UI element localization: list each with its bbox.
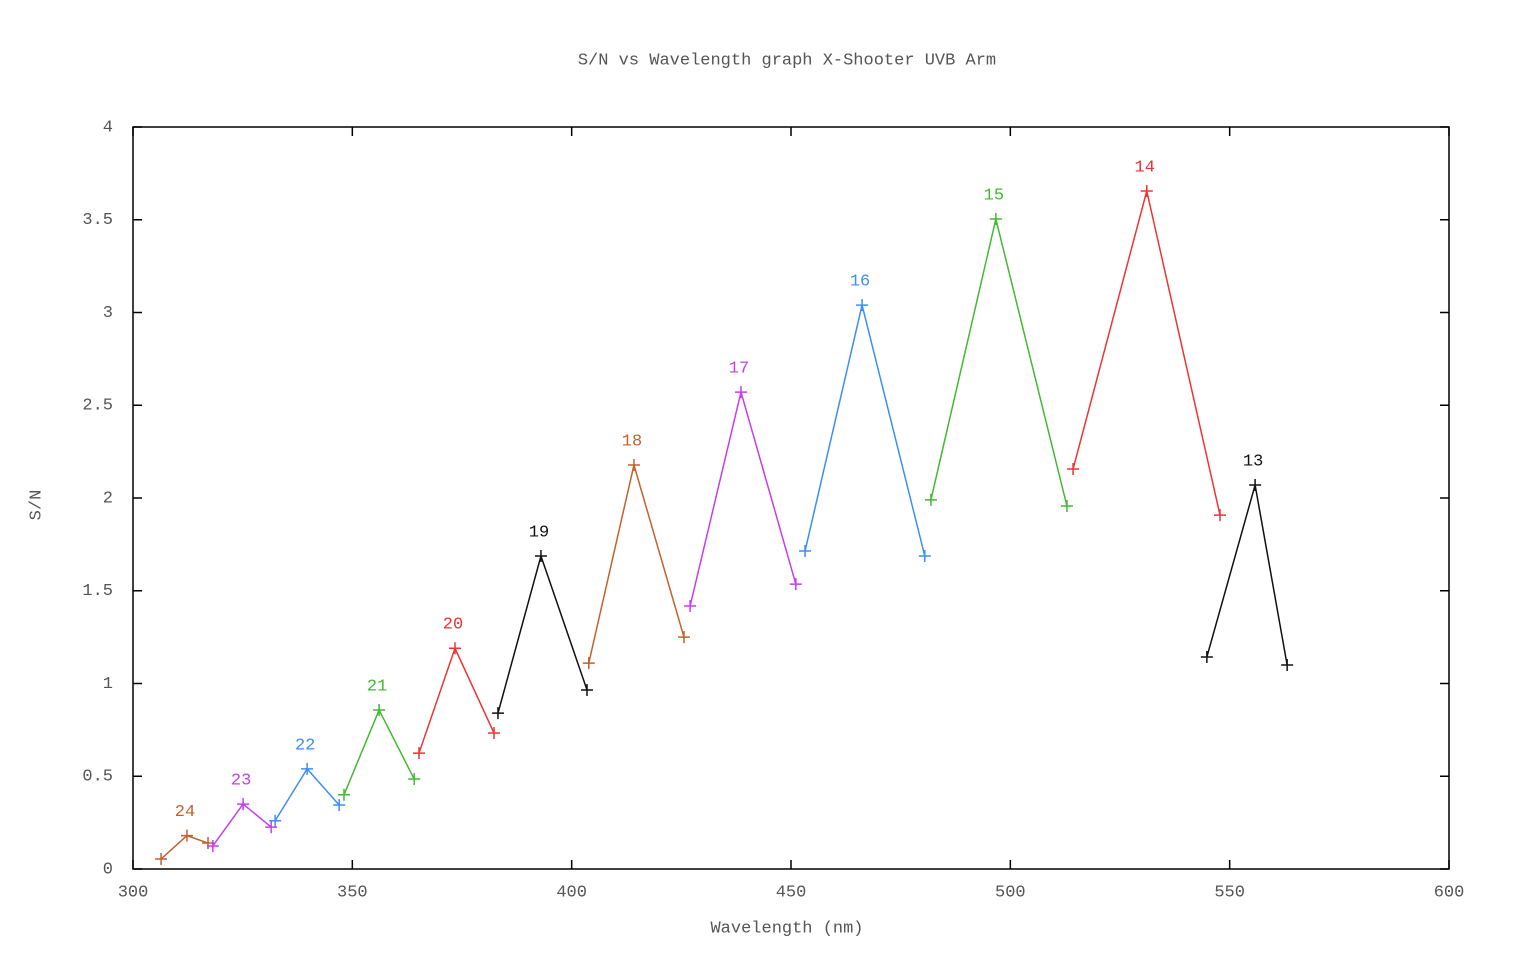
marker: [448, 642, 461, 655]
y-tick-label: 2.5: [82, 397, 113, 416]
y-tick-label: 0: [103, 860, 113, 879]
y-tick-label: 3: [103, 304, 113, 323]
x-tick-label: 500: [995, 883, 1026, 902]
marker: [627, 458, 640, 471]
marker: [581, 683, 594, 696]
marker: [534, 550, 547, 563]
y-axis-label: S/N: [27, 490, 46, 521]
marker: [1140, 184, 1153, 197]
series-label: 22: [295, 736, 315, 755]
marker: [918, 550, 931, 563]
marker: [237, 798, 250, 811]
marker: [333, 799, 346, 812]
x-tick-label: 550: [1214, 883, 1245, 902]
marker: [924, 493, 937, 506]
marker: [734, 386, 747, 399]
marker: [488, 727, 501, 740]
marker: [677, 631, 690, 644]
marker: [856, 299, 869, 312]
marker: [1200, 650, 1213, 663]
marker: [155, 852, 168, 865]
series-label: 19: [529, 524, 549, 543]
marker: [1067, 463, 1080, 476]
series-line: [343, 708, 415, 796]
series-label: 18: [622, 432, 642, 451]
series-label: 13: [1243, 452, 1263, 471]
series-label: 16: [850, 273, 870, 292]
marker: [1249, 479, 1262, 492]
marker: [582, 657, 595, 670]
series-line: [418, 646, 495, 754]
marker: [206, 839, 219, 852]
series-line: [804, 304, 926, 557]
series-label: 20: [443, 616, 463, 635]
series-label: 23: [231, 772, 251, 791]
series-line: [588, 461, 685, 664]
marker: [799, 545, 812, 558]
marker: [413, 747, 426, 760]
x-axis-label: Wavelength (nm): [710, 919, 863, 938]
marker: [989, 213, 1002, 226]
x-tick-label: 450: [776, 883, 807, 902]
marker: [789, 578, 802, 591]
series-line: [274, 767, 340, 822]
x-tick-label: 400: [556, 883, 587, 902]
series-label: 14: [1135, 158, 1155, 177]
series-line: [497, 553, 588, 714]
series-line: [212, 802, 272, 847]
x-tick-label: 600: [1434, 883, 1465, 902]
marker: [373, 704, 386, 717]
y-tick-label: 0.5: [82, 768, 113, 787]
y-tick-label: 1: [103, 675, 113, 694]
marker: [202, 837, 215, 850]
chart-title: S/N vs Wavelength graph X-Shooter UVB Ar…: [578, 51, 996, 70]
marker: [408, 773, 421, 786]
marker: [301, 762, 314, 775]
marker: [684, 599, 697, 612]
marker: [1214, 509, 1227, 522]
marker: [269, 814, 282, 827]
series-line: [930, 218, 1068, 507]
marker: [1281, 658, 1294, 671]
marker: [265, 821, 278, 834]
marker: [180, 829, 193, 842]
marker: [491, 707, 504, 720]
series-line: [689, 389, 797, 607]
y-tick-label: 1.5: [82, 582, 113, 601]
marker: [1060, 499, 1073, 512]
series-label: 17: [729, 360, 749, 379]
series-line: [160, 834, 209, 860]
series-line: [1072, 190, 1221, 516]
series-label: 21: [367, 678, 387, 697]
y-tick-label: 3.5: [82, 211, 113, 230]
series-label: 15: [984, 186, 1004, 205]
y-tick-label: 4: [103, 118, 113, 137]
y-tick-label: 2: [103, 489, 113, 508]
marker: [337, 788, 350, 801]
x-tick-label: 300: [118, 883, 149, 902]
x-tick-label: 350: [337, 883, 368, 902]
series-label: 24: [175, 803, 195, 822]
